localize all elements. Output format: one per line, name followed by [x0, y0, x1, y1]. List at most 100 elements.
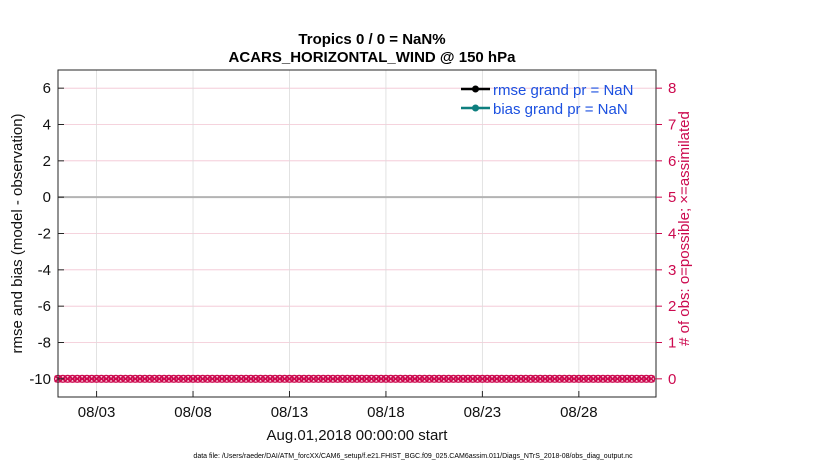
- grid: [58, 70, 656, 397]
- obs-possible-marker: [434, 374, 444, 383]
- obs-possible-marker: [140, 374, 149, 383]
- obs-possible-marker: [598, 374, 608, 383]
- obs-possible-marker: [198, 374, 207, 383]
- y-tick-label: 0: [43, 189, 51, 206]
- obs-possible-marker: [121, 374, 130, 383]
- x-tick-label: 08/03: [78, 404, 116, 421]
- obs-possible-marker: [381, 374, 391, 383]
- obs-possible-marker: [87, 374, 96, 383]
- obs-possible-marker: [131, 374, 140, 383]
- x-tick-label: 08/08: [174, 404, 212, 421]
- obs-possible-marker: [531, 374, 540, 383]
- obs-possible-marker: [188, 374, 198, 383]
- obs-possible-marker: [227, 374, 236, 383]
- legend-label-bias: bias grand pr = NaN: [493, 101, 628, 118]
- data-file-note: data file: /Users/raeder/DAI/ATM_forcXX/…: [193, 453, 633, 460]
- obs-possible-marker: [555, 374, 564, 383]
- obs-possible-marker: [569, 374, 579, 383]
- obs-possible-marker: [632, 374, 641, 383]
- x-tick-label: 08/23: [464, 404, 502, 421]
- y2-tick-label: 8: [668, 80, 676, 97]
- obs-possible-marker: [97, 374, 106, 383]
- obs-possible-marker: [237, 374, 246, 383]
- obs-possible-marker: [492, 374, 501, 383]
- obs-possible-marker: [594, 374, 603, 383]
- obs-possible-marker: [145, 374, 154, 383]
- obs-possible-marker: [241, 374, 251, 383]
- obs-possible-marker: [584, 374, 593, 383]
- obs-possible-marker: [314, 374, 323, 383]
- obs-assimilated-marker: [647, 375, 655, 383]
- obs-possible-marker: [280, 374, 289, 383]
- obs-possible-marker: [352, 374, 362, 383]
- obs-possible-marker: [425, 374, 434, 383]
- obs-possible-marker: [217, 374, 227, 383]
- obs-possible-marker: [574, 374, 583, 383]
- y2-tick-label: 2: [668, 298, 676, 315]
- obs-possible-marker: [362, 374, 371, 383]
- obs-possible-marker: [439, 374, 448, 383]
- chart-title: Tropics 0 / 0 = NaN%: [298, 31, 445, 48]
- obs-possible-marker: [618, 374, 627, 383]
- obs-possible-marker: [275, 374, 284, 383]
- obs-possible-marker: [516, 374, 526, 383]
- obs-possible-marker: [184, 374, 193, 383]
- legend-label-rmse: rmse grand pr = NaN: [493, 82, 633, 99]
- obs-possible-marker: [261, 374, 270, 383]
- y2-tick-label: 7: [668, 117, 676, 134]
- x-axis-label: Aug.01,2018 00:00:00 start: [267, 427, 449, 444]
- obs-possible-marker: [338, 374, 347, 383]
- obs-possible-marker: [579, 374, 588, 383]
- obs-possible-marker: [405, 374, 415, 383]
- obs-possible-marker: [463, 374, 473, 383]
- obs-possible-marker: [256, 374, 265, 383]
- obs-possible-marker: [319, 374, 328, 383]
- x-tick-label: 08/28: [560, 404, 598, 421]
- y-tick-label: -8: [38, 335, 51, 352]
- obs-possible-marker: [512, 374, 521, 383]
- ticks: 8 7 6 5 4 3 2 1 0 08/03 08/08 08/13 08/18 08/23 08/28 6…: [29, 80, 676, 421]
- obs-possible-marker: [106, 374, 116, 383]
- obs-possible-marker: [299, 374, 309, 383]
- obs-possible-marker: [82, 374, 92, 383]
- obs-possible-marker: [449, 374, 458, 383]
- y-tick-label: -2: [38, 226, 51, 243]
- obs-possible-marker: [328, 374, 337, 383]
- obs-possible-marker: [637, 374, 646, 383]
- legend-marker-rmse: [472, 85, 479, 93]
- obs-possible-marker: [444, 374, 453, 383]
- obs-possible-marker: [483, 374, 492, 383]
- obs-possible-marker: [232, 374, 241, 383]
- obs-possible-marker: [126, 374, 135, 383]
- legend-marker-bias: [472, 104, 479, 112]
- obs-possible-marker: [102, 374, 111, 383]
- obs-possible-marker: [478, 374, 487, 383]
- obs-possible-marker: [647, 374, 656, 383]
- obs-possible-marker: [150, 374, 159, 383]
- obs-possible-marker: [608, 374, 617, 383]
- y-tick-label: -4: [38, 262, 51, 279]
- obs-possible-marker: [193, 374, 202, 383]
- obs-possible-marker: [550, 374, 559, 383]
- obs-possible-marker: [627, 374, 636, 383]
- obs-possible-marker: [589, 374, 598, 383]
- obs-possible-marker: [642, 374, 651, 383]
- obs-possible-marker: [454, 374, 463, 383]
- y2-axis-label: # of obs: o=possible; ×=assimilated: [676, 111, 693, 346]
- obs-possible-marker: [270, 374, 280, 383]
- obs-possible-marker: [295, 374, 304, 383]
- obs-possible-marker: [208, 374, 217, 383]
- obs-possible-marker: [155, 374, 164, 383]
- obs-possible-marker: [430, 374, 439, 383]
- obs-possible-marker: [159, 374, 169, 383]
- obs-possible-marker: [111, 374, 120, 383]
- obs-possible-marker: [468, 374, 477, 383]
- y-tick-label: 6: [43, 80, 51, 97]
- obs-possible-marker: [526, 374, 535, 383]
- obs-possible-marker: [73, 374, 82, 383]
- obs-possible-marker: [323, 374, 333, 383]
- obs-possible-marker: [377, 374, 386, 383]
- obs-possible-marker: [545, 374, 555, 383]
- obs-possible-marker: [565, 374, 574, 383]
